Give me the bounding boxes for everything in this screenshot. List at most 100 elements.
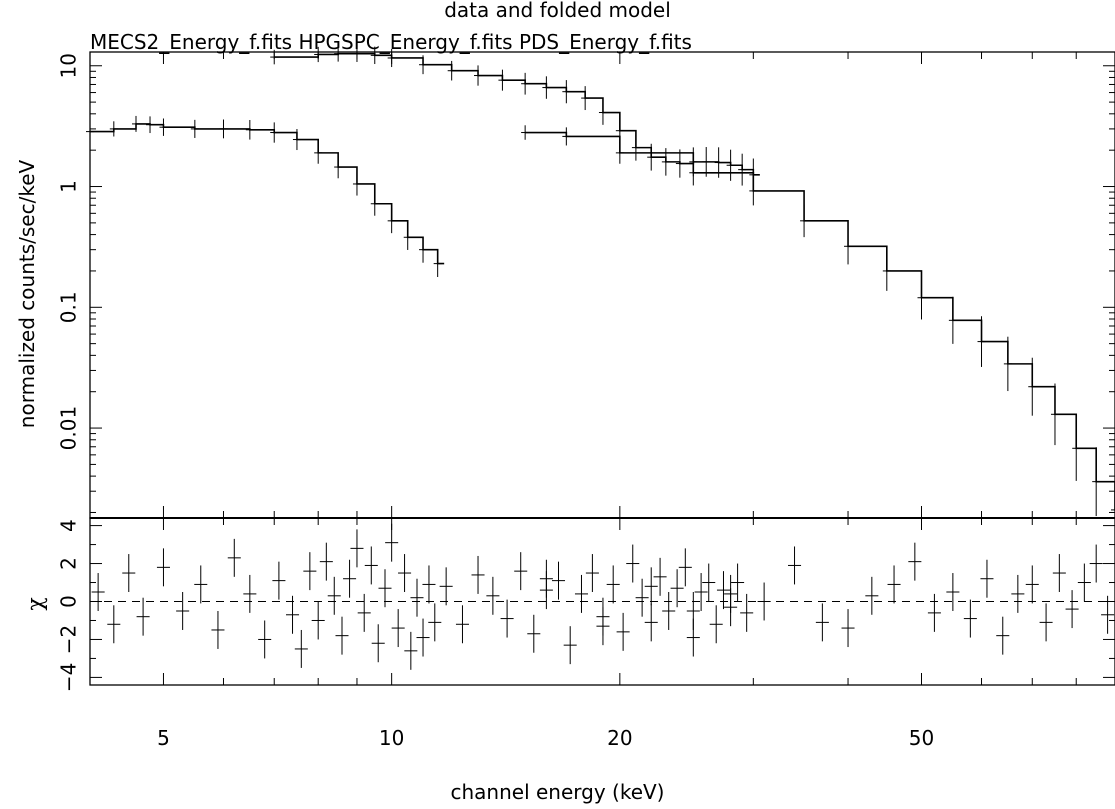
residual-point (122, 554, 136, 593)
data-point (689, 160, 698, 186)
data-point (352, 45, 361, 62)
residual-point (709, 605, 723, 644)
x-axis-label: channel energy (keV) (450, 780, 665, 804)
residual-point (724, 574, 738, 613)
residual-point (527, 614, 541, 653)
data-point (675, 149, 684, 178)
residual-point (1077, 563, 1091, 602)
y-tick-label: 0.01 (57, 406, 81, 451)
residual-point (716, 571, 731, 610)
data-point (631, 134, 640, 161)
residual-point (563, 626, 577, 665)
data-point (562, 127, 571, 146)
residual-point (286, 595, 300, 634)
data-point (749, 176, 758, 206)
model-series-line (525, 131, 1115, 511)
x-tick-label: 50 (909, 726, 934, 750)
y-tick-label: 0.1 (57, 291, 81, 323)
residual-point (996, 616, 1010, 655)
data-point (270, 49, 279, 65)
residual-point (327, 576, 341, 615)
residual-point (272, 561, 286, 600)
residual-point (91, 573, 105, 611)
data-point (270, 122, 279, 143)
x-tick-label: 20 (607, 726, 632, 750)
residual-point (156, 548, 170, 587)
residual-point (1089, 544, 1103, 583)
residual-point (644, 567, 658, 606)
data-point (1111, 473, 1115, 518)
residual-point (927, 593, 941, 632)
residual-point (357, 593, 371, 632)
data-point (352, 172, 361, 196)
residual-point (335, 616, 349, 655)
residual-point (500, 599, 514, 638)
residual-point (1065, 590, 1079, 629)
data-point (977, 316, 986, 367)
residual-point (107, 605, 121, 644)
data-point (948, 296, 957, 344)
residual-point (596, 607, 610, 646)
residual-point (391, 609, 405, 648)
residual-point (626, 544, 640, 583)
data-point (109, 121, 118, 137)
residual-point (963, 599, 977, 638)
data-point (474, 65, 483, 86)
residual-point (539, 559, 553, 598)
data-point (419, 55, 428, 75)
residual-point (980, 559, 994, 598)
data-point (647, 143, 656, 171)
residual-point (841, 609, 855, 648)
residual-point (364, 546, 378, 585)
y-tick-label: 1 (57, 180, 81, 193)
data-point (86, 124, 94, 139)
plot-subtitle: MECS2_Energy_f.fits HPGSPC_Energy_f.fits… (90, 30, 692, 54)
residual-point (788, 546, 802, 585)
residual-point (574, 574, 588, 613)
residual-point (136, 597, 150, 636)
data-point (419, 236, 428, 263)
y-tick-label: −4 (57, 663, 81, 692)
y-tick-label: 0 (57, 595, 81, 608)
residual-point (1025, 565, 1039, 604)
data-point (1003, 336, 1012, 392)
residual-point (428, 603, 442, 642)
residual-point (404, 631, 418, 670)
residual-point (887, 565, 901, 604)
data-point (433, 250, 442, 278)
residual-point (1052, 554, 1066, 593)
data-point (403, 224, 412, 250)
residual-point (670, 569, 684, 608)
residual-point (343, 559, 357, 598)
x-tick-label: 5 (157, 726, 170, 750)
data-point (917, 275, 926, 320)
residual-point (702, 563, 716, 602)
plot-title: data and folded model (444, 0, 671, 22)
residual-point (815, 603, 829, 642)
data-point (370, 191, 379, 216)
data-point (615, 141, 624, 164)
data-point (542, 76, 551, 99)
data-point (334, 155, 343, 179)
data-point (314, 141, 323, 164)
data-point (387, 48, 396, 68)
residual-point (585, 554, 599, 593)
data-point (370, 46, 379, 65)
y-tick-label: 2 (57, 557, 81, 570)
residual-point (385, 523, 399, 562)
data-point (726, 149, 735, 181)
residual-point (616, 612, 630, 651)
residual-point (471, 555, 485, 594)
residual-point (757, 582, 771, 621)
residual-point (243, 574, 257, 613)
data-point (1092, 447, 1101, 517)
residual-point (410, 578, 424, 617)
residual-point (416, 618, 430, 657)
residual-point (227, 538, 241, 577)
data-point (844, 228, 853, 265)
data-point (521, 72, 530, 95)
residual-point (258, 620, 272, 659)
data-point (334, 45, 343, 62)
